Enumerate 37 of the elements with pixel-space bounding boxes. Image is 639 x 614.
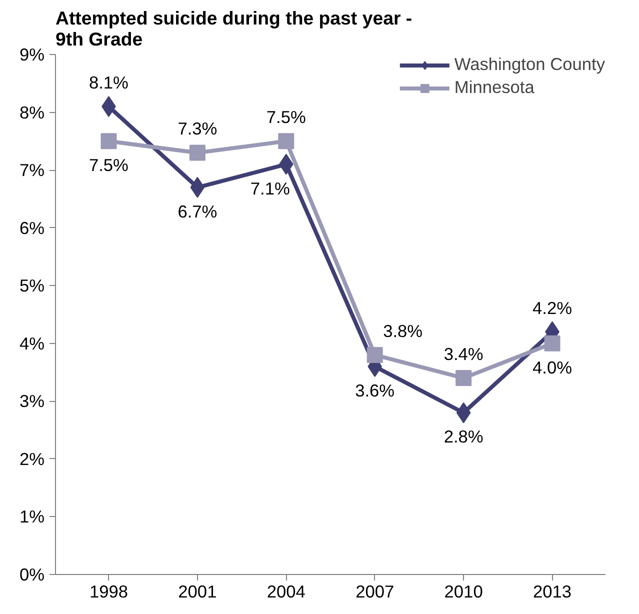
data-label: 7.1%	[250, 178, 290, 198]
point	[366, 346, 383, 363]
y-tick-label: 7%	[19, 160, 44, 180]
y-tick-label: 5%	[19, 276, 44, 296]
y-tick-label: 6%	[19, 218, 44, 238]
data-label: 4.0%	[532, 357, 572, 378]
chart-title: Attempted suicide during the past year - 9th Grade	[56, 8, 412, 50]
data-label: 7.5%	[266, 107, 306, 128]
data-label: 8.1%	[88, 72, 128, 92]
data-label: 4.2%	[532, 298, 572, 318]
point	[544, 335, 560, 352]
y-tick-label: 1%	[19, 506, 44, 527]
point	[278, 133, 294, 150]
x-tick-label: 2013	[533, 582, 572, 602]
point	[100, 133, 117, 150]
data-label: 3.6%	[355, 380, 395, 400]
x-tick-label: 1998	[89, 582, 128, 602]
x-tick-label: 2010	[444, 582, 483, 602]
y-tick-label: 9%	[19, 44, 44, 64]
data-label: 7.5%	[88, 155, 128, 176]
data-label: 3.4%	[444, 344, 484, 364]
data-label: 2.8%	[444, 426, 484, 447]
y-tick-label: 0%	[19, 564, 44, 584]
x-tick-label: 2001	[178, 582, 217, 602]
y-tick-label: 4%	[19, 333, 44, 354]
point	[189, 144, 206, 161]
x-tick-label: 2004	[266, 582, 306, 602]
data-label: 6.7%	[178, 201, 218, 222]
data-label: 3.8%	[383, 320, 423, 341]
legend-label: Washington County	[454, 54, 605, 75]
point	[456, 370, 472, 386]
y-tick-label: 3%	[19, 391, 44, 412]
y-tick-label: 2%	[19, 448, 44, 469]
y-tick-label: 8%	[19, 102, 44, 122]
data-label: 7.3%	[178, 118, 218, 139]
x-tick-label: 2007	[356, 582, 394, 602]
legend-label: Minnesota	[454, 77, 534, 98]
